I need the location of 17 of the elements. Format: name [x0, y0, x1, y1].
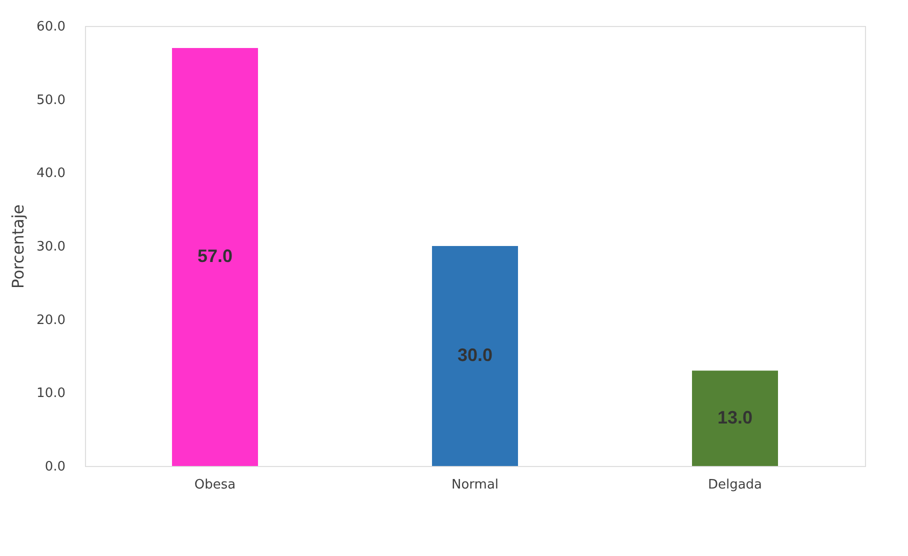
x-tick-label: Delgada: [708, 478, 762, 492]
y-tick-label: 30.0: [36, 240, 66, 254]
y-tick-label: 20.0: [36, 312, 66, 328]
data-label: 30.0: [457, 345, 493, 365]
y-tick-label: 10.0: [36, 386, 66, 402]
y-tick-label: 40.0: [36, 166, 66, 182]
data-label: 57.0: [197, 246, 233, 266]
x-tick-label: Obesa: [194, 478, 236, 492]
data-label: 13.0: [717, 407, 753, 428]
bar: [432, 246, 518, 466]
y-tick-label: 50.0: [36, 92, 66, 108]
y-tick-label: 0.0: [44, 460, 66, 474]
x-tick-label: Normal: [451, 478, 499, 492]
y-tick-label: 60.0: [36, 20, 66, 34]
y-axis-title: Porcentaje: [8, 204, 28, 289]
bar: [692, 370, 778, 466]
bar: [172, 48, 258, 466]
